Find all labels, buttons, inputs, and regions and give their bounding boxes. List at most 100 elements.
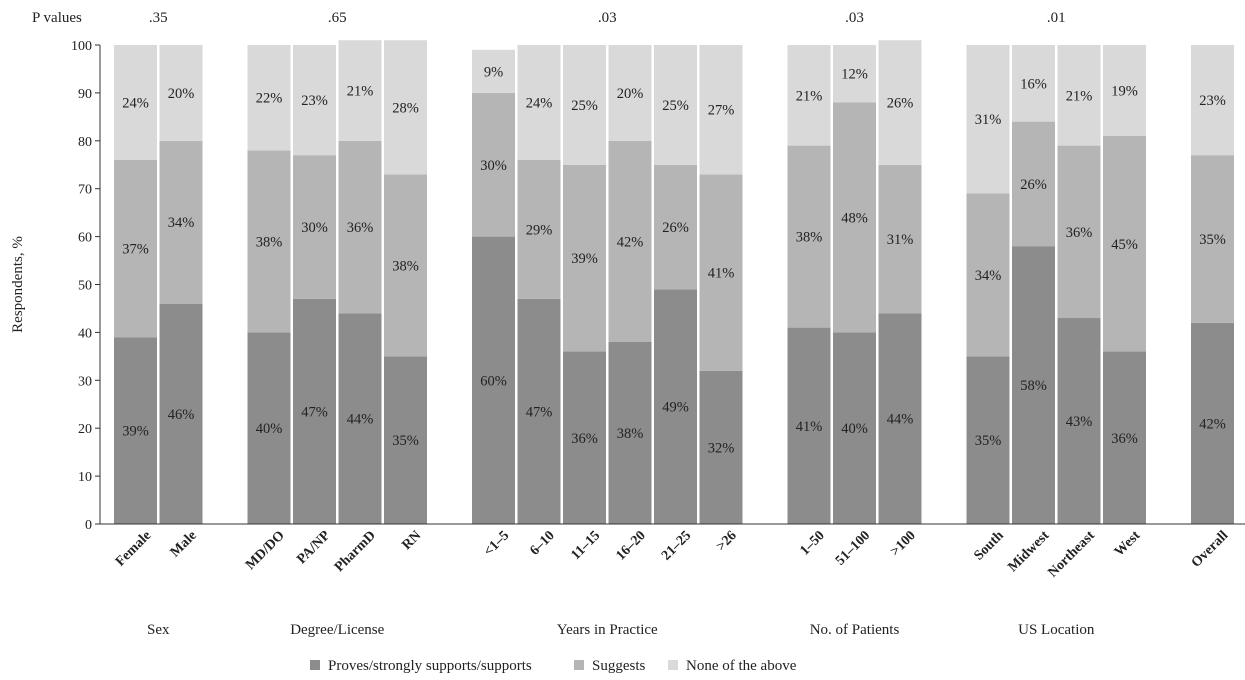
data-label-3-12: 27% bbox=[708, 103, 735, 119]
data-label-2-11: 26% bbox=[662, 220, 689, 236]
bar-segment-1-9 bbox=[563, 351, 606, 524]
x-tick-label: West bbox=[1112, 528, 1144, 560]
bar-segment-3-17 bbox=[1012, 45, 1055, 122]
x-tick-label: >26 bbox=[714, 528, 740, 554]
legend-swatch-2 bbox=[574, 660, 584, 670]
data-label-3-2: 20% bbox=[168, 86, 195, 102]
bar-segment-1-15 bbox=[878, 313, 922, 524]
bar-segment-1-16 bbox=[966, 356, 1010, 524]
x-tick-label: 21–25 bbox=[659, 528, 694, 563]
data-label-2-16: 34% bbox=[975, 268, 1002, 284]
x-tick-label: >100 bbox=[888, 528, 919, 559]
bar-segment-2-3 bbox=[247, 150, 291, 333]
x-tick-label: MD/DO bbox=[243, 528, 288, 573]
bar-segment-3-18 bbox=[1057, 45, 1101, 146]
x-tick-label: Overall bbox=[1189, 528, 1232, 571]
bar-segment-2-19 bbox=[1103, 136, 1146, 352]
group-labels-layer: Sex Degree/License Years in Practice No. of… bbox=[147, 622, 1095, 638]
data-label-3-8: 24% bbox=[526, 95, 553, 111]
p-values-row: P values .35 .65 .03 .03 .01 bbox=[32, 10, 1066, 26]
bar-segment-3-4 bbox=[293, 45, 336, 156]
data-label-3-4: 23% bbox=[301, 93, 328, 109]
data-label-2-17: 26% bbox=[1020, 177, 1047, 193]
legend-swatch-3 bbox=[668, 660, 678, 670]
bar-segment-3-8 bbox=[517, 45, 561, 160]
y-tick-label: 30 bbox=[78, 374, 92, 389]
bar-segment-3-7 bbox=[472, 49, 515, 93]
legend: Proves/strongly supports/supports Suggest… bbox=[310, 658, 797, 674]
data-label-2-1: 37% bbox=[122, 242, 149, 258]
bar-segment-3-9 bbox=[563, 45, 606, 165]
bar-segment-1-6 bbox=[384, 356, 427, 524]
bar-segment-2-11 bbox=[654, 164, 697, 290]
x-tick-label: PA/NP bbox=[294, 528, 333, 567]
x-tick-label: 51–100 bbox=[833, 528, 873, 568]
data-label-3-1: 24% bbox=[122, 95, 149, 111]
y-tick-label: 60 bbox=[78, 231, 92, 246]
x-tick-label: 6–10 bbox=[527, 528, 557, 558]
bar-segment-2-7 bbox=[472, 92, 515, 237]
bar-segment-3-14 bbox=[833, 45, 876, 103]
bar-segment-2-18 bbox=[1057, 145, 1101, 319]
x-tick-label: RN bbox=[399, 528, 424, 553]
y-axis-title: Respondents, % bbox=[10, 236, 26, 333]
bar-segment-3-19 bbox=[1103, 45, 1146, 137]
data-label-2-19: 45% bbox=[1111, 237, 1138, 253]
p-value: .01 bbox=[1047, 10, 1066, 26]
x-tick-label: 1–50 bbox=[797, 528, 827, 558]
group-label: US Location bbox=[1018, 622, 1095, 638]
y-tick-label: 70 bbox=[78, 183, 92, 198]
p-values-label: P values bbox=[32, 10, 82, 26]
group-label: Degree/License bbox=[290, 622, 384, 638]
data-label-1-6: 35% bbox=[392, 433, 419, 449]
data-label-3-19: 19% bbox=[1111, 84, 1138, 100]
data-label-3-5: 21% bbox=[347, 84, 374, 100]
bar-segment-3-5 bbox=[338, 40, 382, 141]
x-tick-label: Female bbox=[113, 528, 154, 569]
bar-segment-2-4 bbox=[293, 155, 336, 299]
data-label-3-3: 22% bbox=[256, 91, 283, 107]
data-label-2-8: 29% bbox=[526, 222, 553, 238]
bar-segment-1-5 bbox=[338, 313, 382, 524]
bar-segment-2-15 bbox=[878, 164, 922, 314]
x-tick-label: South bbox=[971, 528, 1007, 564]
bar-segment-3-15 bbox=[878, 40, 922, 165]
x-tick-label: Male bbox=[168, 528, 200, 560]
data-label-3-6: 28% bbox=[392, 100, 419, 116]
data-label-2-20: 35% bbox=[1199, 232, 1226, 248]
bar-segment-1-8 bbox=[517, 298, 561, 524]
group-label: No. of Patients bbox=[810, 622, 900, 638]
data-label-3-18: 21% bbox=[1066, 88, 1093, 104]
data-label-1-19: 36% bbox=[1111, 431, 1138, 447]
y-tick-label: 80 bbox=[78, 135, 92, 150]
bars-layer bbox=[114, 40, 1234, 524]
data-label-2-3: 38% bbox=[256, 234, 283, 250]
legend-label-3: None of the above bbox=[686, 658, 797, 674]
legend-label-2: Suggests bbox=[592, 658, 646, 674]
bar-segment-2-6 bbox=[384, 174, 427, 357]
data-label-3-7: 9% bbox=[484, 64, 503, 80]
bar-segment-1-19 bbox=[1103, 351, 1146, 524]
bar-segment-2-13 bbox=[787, 145, 831, 328]
y-tick-label: 90 bbox=[78, 87, 92, 102]
data-label-3-14: 12% bbox=[841, 67, 868, 83]
data-label-1-16: 35% bbox=[975, 433, 1002, 449]
bar-segment-3-2 bbox=[159, 45, 203, 141]
bar-segment-1-7 bbox=[472, 236, 515, 524]
bar-segment-2-16 bbox=[966, 193, 1010, 357]
bar-segment-3-1 bbox=[114, 45, 157, 160]
y-tick-label: 50 bbox=[78, 279, 92, 294]
data-label-2-4: 30% bbox=[301, 220, 328, 236]
bar-segment-3-11 bbox=[654, 45, 697, 165]
x-tick-label: <1–5 bbox=[481, 528, 512, 559]
bar-segment-1-13 bbox=[787, 327, 831, 524]
segment-labels-layer: 39% 37% 24% 46% 34% 20% 40% 38% 22% 47% 30% 23% 44% 3… bbox=[122, 64, 1226, 456]
data-label-1-11: 49% bbox=[662, 400, 689, 416]
legend-label-1: Proves/strongly supports/supports bbox=[328, 658, 532, 674]
bar-segment-3-16 bbox=[966, 45, 1010, 194]
data-label-2-2: 34% bbox=[168, 215, 195, 231]
bar-segment-2-17 bbox=[1012, 121, 1055, 247]
bar-segment-2-14 bbox=[833, 102, 876, 333]
x-tick-label: Midwest bbox=[1005, 528, 1052, 575]
